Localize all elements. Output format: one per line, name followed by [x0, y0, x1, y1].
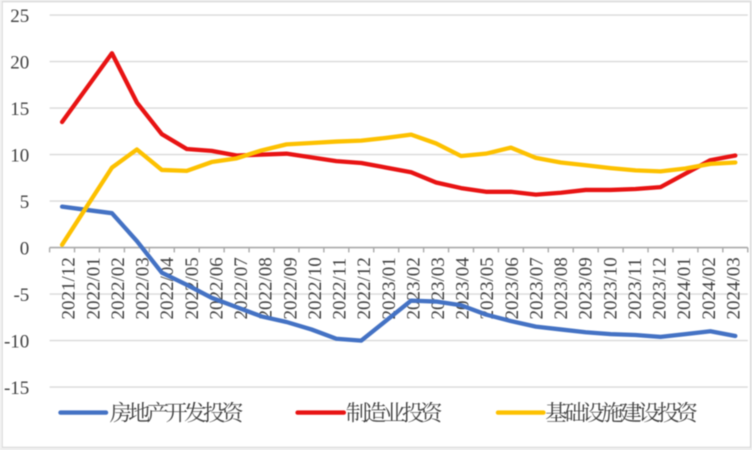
svg-text:2023/05: 2023/05	[477, 257, 498, 319]
svg-text:2023/08: 2023/08	[551, 257, 572, 319]
svg-text:2024/01: 2024/01	[674, 257, 695, 319]
svg-text:-15: -15	[4, 378, 29, 399]
svg-text:2023/03: 2023/03	[428, 257, 449, 319]
svg-text:2024/02: 2024/02	[699, 257, 720, 319]
svg-text:2022/04: 2022/04	[157, 257, 178, 320]
svg-text:2022/06: 2022/06	[206, 257, 227, 319]
svg-text:2023/01: 2023/01	[379, 257, 400, 319]
svg-text:2022/02: 2022/02	[108, 257, 129, 319]
svg-text:-10: -10	[4, 332, 29, 353]
svg-text:2024/03: 2024/03	[723, 257, 744, 319]
svg-text:2022/07: 2022/07	[231, 257, 252, 319]
svg-text:5: 5	[20, 192, 30, 213]
svg-text:2023/09: 2023/09	[576, 257, 597, 319]
svg-text:2022/12: 2022/12	[354, 257, 375, 319]
svg-text:0: 0	[20, 239, 30, 260]
svg-text:10: 10	[10, 146, 29, 167]
svg-text:20: 20	[10, 53, 29, 74]
svg-text:2023/06: 2023/06	[502, 257, 523, 319]
svg-text:2022/09: 2022/09	[280, 257, 301, 319]
svg-text:2023/10: 2023/10	[600, 257, 621, 319]
svg-text:2022/03: 2022/03	[133, 257, 154, 319]
svg-text:2021/12: 2021/12	[59, 257, 80, 319]
svg-text:2023/07: 2023/07	[526, 257, 547, 319]
svg-text:2022/01: 2022/01	[83, 257, 104, 319]
svg-text:2022/11: 2022/11	[330, 258, 351, 320]
svg-text:2022/10: 2022/10	[305, 257, 326, 319]
svg-text:-5: -5	[13, 285, 29, 306]
svg-text:2023/11: 2023/11	[625, 258, 646, 320]
svg-text:15: 15	[10, 99, 29, 120]
svg-text:25: 25	[10, 6, 29, 27]
svg-text:2023/02: 2023/02	[403, 257, 424, 319]
svg-text:2023/12: 2023/12	[650, 257, 671, 319]
svg-text:2022/08: 2022/08	[256, 257, 277, 319]
